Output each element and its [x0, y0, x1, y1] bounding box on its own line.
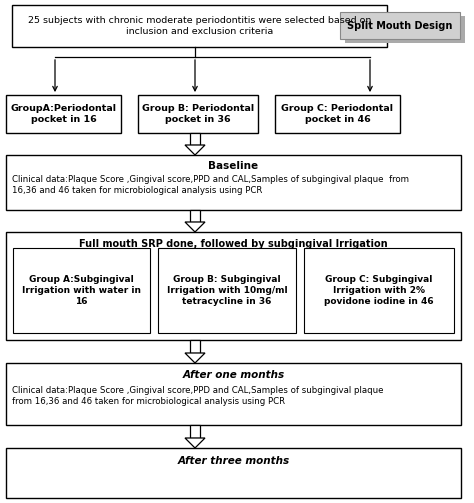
Bar	[190, 210, 200, 222]
Bar	[190, 340, 200, 353]
Text: Baseline: Baseline	[209, 161, 258, 171]
Text: Clinical data:Plaque Score ,Gingival score,PPD and CAL,Samples of subgingival pl: Clinical data:Plaque Score ,Gingival sco…	[12, 175, 409, 196]
Text: After one months: After one months	[182, 370, 284, 380]
Bar	[275, 95, 400, 133]
Bar	[158, 248, 296, 333]
Bar	[6, 155, 461, 210]
Bar	[6, 232, 461, 340]
Bar	[6, 448, 461, 498]
Text: Clinical data:Plaque Score ,Gingival score,PPD and CAL,Samples of subgingival pl: Clinical data:Plaque Score ,Gingival sco…	[12, 386, 383, 406]
Bar	[190, 133, 200, 145]
Bar	[6, 363, 461, 425]
Text: Group C: Subgingival
Irrigation with 2%
povidone iodine in 46: Group C: Subgingival Irrigation with 2% …	[324, 275, 434, 306]
Text: 25 subjects with chronic moderate periodontitis were selected based on
inclusion: 25 subjects with chronic moderate period…	[28, 16, 371, 36]
Text: After three months: After three months	[177, 456, 290, 466]
Text: Group B: Periodontal
pocket in 36: Group B: Periodontal pocket in 36	[142, 104, 254, 124]
Text: Split Mouth Design: Split Mouth Design	[347, 21, 453, 31]
Bar	[190, 425, 200, 438]
Polygon shape	[185, 145, 205, 155]
Bar	[12, 5, 387, 47]
Polygon shape	[185, 353, 205, 363]
Text: GroupA:Periodontal
pocket in 16: GroupA:Periodontal pocket in 16	[10, 104, 117, 124]
Bar	[13, 248, 150, 333]
Text: Group A:Subgingival
Irrigation with water in
16: Group A:Subgingival Irrigation with wate…	[22, 275, 141, 306]
Text: Full mouth SRP done, followed by subgingival Irrigation: Full mouth SRP done, followed by subging…	[79, 239, 388, 249]
Bar	[138, 95, 258, 133]
Polygon shape	[185, 222, 205, 232]
Bar	[304, 248, 454, 333]
Text: Group C: Periodontal
pocket in 46: Group C: Periodontal pocket in 46	[282, 104, 393, 124]
Bar	[340, 12, 460, 39]
Text: Group B: Subgingival
Irrigation with 10mg/ml
tetracycline in 36: Group B: Subgingival Irrigation with 10m…	[167, 275, 287, 306]
Bar	[6, 95, 121, 133]
Bar	[345, 16, 465, 43]
Polygon shape	[185, 438, 205, 448]
